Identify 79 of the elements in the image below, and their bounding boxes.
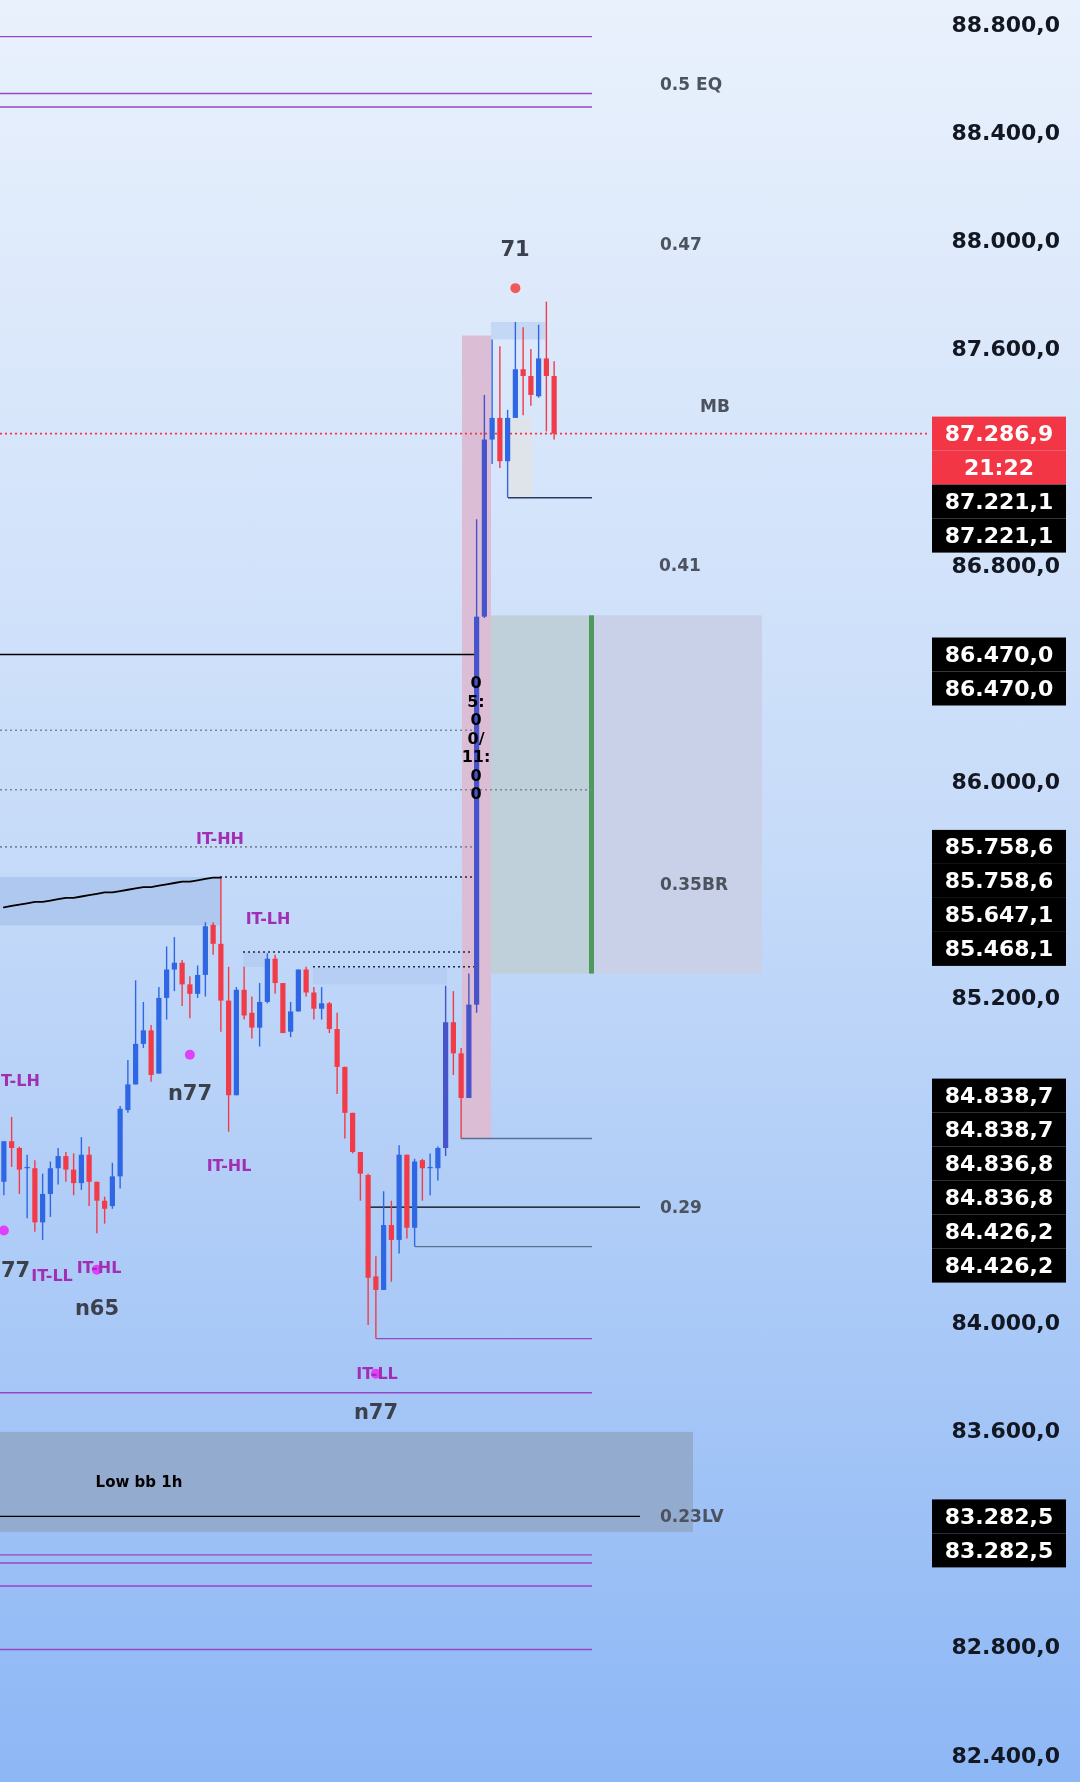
candlestick [528, 348, 534, 407]
candlestick [140, 1001, 146, 1049]
candlestick [9, 1116, 15, 1168]
text: 87.286,9 [944, 421, 1054, 447]
y-tick-label: 87.600,0 [951, 336, 1060, 362]
y-tick-label: 88.400,0 [951, 120, 1060, 146]
text: 85.758,6 [944, 868, 1054, 894]
annotation: MB [700, 395, 730, 416]
candlestick [489, 338, 495, 465]
text: 84.838,7 [944, 1117, 1054, 1143]
y-tick-label: 83.600,0 [951, 1418, 1060, 1444]
annotation: 0.29 [660, 1197, 702, 1218]
candlestick [373, 1255, 379, 1340]
candlestick [520, 326, 526, 416]
candlestick [435, 1145, 441, 1182]
y-tick-label: 88.000,0 [951, 228, 1060, 254]
candlestick [63, 1151, 69, 1183]
annotation: 0.41 [659, 555, 701, 576]
annotation: 0.47 [660, 233, 702, 254]
annotation: IT-HH [196, 828, 244, 848]
annotation: 0.23LV [660, 1506, 725, 1527]
candlestick [102, 1195, 108, 1225]
annotation: 77 [1, 1257, 31, 1282]
y-tick-label: 82.400,0 [951, 1742, 1060, 1768]
line-series [2, 876, 222, 909]
y-tick-label: 88.800,0 [951, 12, 1060, 37]
annotation: 0.35BR [660, 874, 728, 895]
candlestick [288, 1001, 294, 1038]
text: 84.838,7 [944, 1083, 1054, 1109]
candlestick [179, 959, 185, 1007]
candlestick [55, 1147, 61, 1186]
candlestick [187, 975, 193, 1019]
candlestick [195, 964, 201, 999]
y-tick-label: 82.800,0 [951, 1634, 1060, 1660]
text: 87.221,1 [944, 523, 1054, 549]
point [184, 1049, 195, 1060]
candlestick [71, 1152, 77, 1196]
candlestick [94, 1181, 100, 1234]
annotation: IT-LL [31, 1265, 73, 1285]
y-tick-label: 84.000,0 [951, 1309, 1060, 1335]
candlestick [543, 300, 549, 433]
text: 84.836,8 [944, 1151, 1054, 1177]
y-tick-label: 86.000,0 [951, 769, 1060, 795]
candlestick [171, 936, 177, 992]
band-label: Low bb 1h [95, 1472, 183, 1491]
text: 85.758,6 [944, 834, 1054, 860]
annotation: IT-LH [245, 908, 291, 928]
text: 83.282,5 [944, 1537, 1054, 1563]
y-tick-label: 85.200,0 [951, 985, 1060, 1011]
text: 84.836,8 [944, 1185, 1054, 1211]
text: 84.426,2 [944, 1219, 1054, 1245]
candlestick [311, 986, 317, 1021]
annotation: IT-HL [206, 1156, 252, 1175]
text: 21:22 [963, 455, 1035, 481]
annotation: n77 [167, 1080, 213, 1105]
candlestick [357, 1151, 363, 1202]
candlestick [16, 1145, 22, 1195]
annotation: T-LH [1, 1070, 40, 1090]
text: 84.426,2 [944, 1253, 1054, 1279]
point [510, 283, 521, 294]
text: 85.468,1 [944, 936, 1054, 962]
annotation: n65 [74, 1295, 120, 1320]
candlestick [419, 1158, 425, 1202]
annotation: n77 [353, 1399, 399, 1424]
text: 83.282,5 [944, 1503, 1054, 1529]
annotation: IT-HL [76, 1257, 122, 1277]
text: 85.647,1 [944, 902, 1054, 928]
text: 86.470,0 [944, 676, 1054, 701]
candlestick [319, 986, 325, 1021]
candlestick [249, 995, 255, 1040]
annotation: 0.5 EQ [660, 74, 723, 94]
annotation: 71 [500, 236, 530, 261]
text: 86.470,0 [944, 642, 1054, 667]
point [0, 1225, 9, 1236]
candlestick [388, 1200, 394, 1283]
text: 87.221,1 [944, 489, 1054, 515]
candlestick [303, 966, 309, 998]
y-tick-label: 86.800,0 [951, 552, 1060, 578]
candlestick [210, 921, 216, 956]
